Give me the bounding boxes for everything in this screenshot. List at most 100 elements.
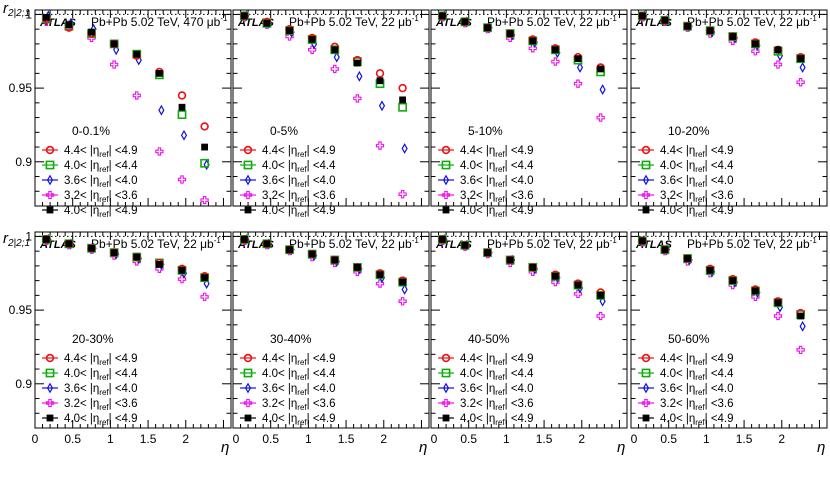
- data-point: [113, 44, 120, 56]
- data-point: [398, 190, 407, 199]
- system-label: Pb+Pb 5.02 TeV, 22 μb-1: [289, 14, 419, 29]
- data-point: [799, 62, 806, 73]
- legend-entry: 3.2< |ηref| <3.6: [240, 398, 336, 412]
- legend-marker: [45, 145, 55, 155]
- legend-marker: [45, 190, 55, 200]
- legend-entry: 4.0< |ηref| <4.9: [42, 413, 138, 427]
- system-label: Pb+Pb 5.02 TeV, 22 μb-1: [289, 236, 419, 251]
- x-tick-label: 1: [703, 432, 710, 446]
- data-point: [240, 12, 248, 20]
- legend-marker: [642, 382, 650, 394]
- legend-label: 4.4< |ηref| <4.9: [460, 353, 534, 367]
- legend-entry: 4.0< |ηref| <4.9: [638, 413, 734, 427]
- data-point: [706, 27, 714, 35]
- data-point: [506, 30, 514, 37]
- legend-entry: 4.4< |ηref| <4.9: [42, 353, 138, 367]
- data-point: [42, 235, 50, 243]
- legend-entry: 3.6< |ηref| <4.0: [240, 382, 336, 397]
- legend-label: 3.2< |ηref| <3.6: [262, 398, 336, 412]
- legend-label: 3.2< |ηref| <3.6: [660, 398, 734, 412]
- x-tick-label: 2: [182, 432, 189, 446]
- data-point: [597, 65, 605, 73]
- data-point: [401, 284, 408, 295]
- x-axis-label: η: [419, 439, 427, 456]
- legend-marker: [46, 382, 54, 394]
- data-point: [180, 129, 188, 141]
- centrality-label: 0-0.1%: [72, 124, 110, 138]
- legend-marker: [442, 174, 450, 186]
- data-point: [286, 27, 293, 35]
- data-point: [200, 122, 209, 131]
- legend-entry: 4.4< |ηref| <4.9: [638, 353, 734, 367]
- legend-label: 4.4< |ηref| <4.9: [660, 145, 734, 159]
- data-point: [597, 291, 605, 299]
- data-point: [484, 24, 491, 32]
- legend-label: 3.6< |ηref| <4.0: [262, 383, 336, 397]
- legend-label: 3.6< |ηref| <4.0: [64, 383, 138, 397]
- data-point: [331, 46, 339, 54]
- data-point: [461, 18, 469, 26]
- centrality-label: 30-40%: [270, 332, 312, 346]
- data-point: [353, 59, 361, 67]
- x-tick-label: 1.5: [736, 432, 753, 446]
- centrality-label: 0-5%: [270, 124, 298, 138]
- data-point: [177, 175, 187, 184]
- legend-marker: [244, 414, 252, 422]
- legend-marker: [441, 398, 451, 408]
- data-point: [200, 292, 209, 301]
- data-point: [796, 78, 805, 87]
- legend-label: 4.4< |ηref| <4.9: [64, 145, 138, 159]
- data-point: [333, 51, 340, 63]
- legend-marker: [243, 190, 253, 200]
- data-point: [65, 240, 73, 248]
- data-point: [599, 295, 606, 307]
- data-point: [599, 84, 606, 95]
- data-point: [551, 46, 559, 54]
- legend-marker: [642, 174, 650, 186]
- legend-marker: [45, 368, 55, 378]
- data-point: [796, 345, 805, 355]
- data-point: [133, 50, 141, 58]
- legend-label: 4.4< |ηref| <4.9: [262, 145, 336, 159]
- legend-entry: 3.2< |ηref| <3.6: [240, 190, 336, 204]
- data-point: [398, 102, 408, 112]
- y-tick-label: 1: [25, 7, 32, 21]
- data-point: [263, 240, 271, 248]
- data-point: [110, 40, 118, 48]
- data-point: [661, 246, 669, 254]
- legend-entry: 4.0< |ηref| <4.9: [240, 205, 336, 219]
- x-tick-label: 2: [380, 432, 387, 446]
- legend-marker: [442, 414, 450, 422]
- data-point: [178, 266, 186, 274]
- data-point: [399, 278, 407, 286]
- legend-entry: 4.0< |ηref| <4.4: [638, 160, 734, 174]
- data-point: [330, 64, 339, 74]
- legend-marker: [641, 368, 651, 378]
- data-point: [155, 147, 164, 156]
- data-point: [638, 237, 646, 245]
- data-point: [178, 103, 186, 111]
- centrality-label: 5-10%: [468, 124, 503, 138]
- legend-label: 3.6< |ηref| <4.0: [460, 175, 534, 189]
- centrality-label: 40-50%: [468, 332, 510, 346]
- data-point: [308, 45, 317, 54]
- legend-marker: [441, 145, 451, 155]
- centrality-label: 10-20%: [668, 124, 710, 138]
- data-point: [376, 271, 384, 279]
- legend-entry: 3.2< |ηref| <3.6: [638, 190, 734, 204]
- x-tick-label: 0: [233, 432, 240, 446]
- legend-marker: [243, 398, 253, 408]
- data-point: [375, 69, 385, 78]
- system-label: Pb+Pb 5.02 TeV, 470 μb-1: [91, 14, 228, 29]
- legend-marker: [243, 160, 253, 170]
- legend-label: 3.2< |ηref| <3.6: [460, 190, 534, 204]
- data-point: [308, 36, 316, 43]
- legend-label: 4.0< |ηref| <4.4: [64, 368, 138, 382]
- data-point: [375, 141, 385, 150]
- legend-entry: 3.6< |ηref| <4.0: [438, 382, 534, 397]
- legend-marker: [244, 206, 252, 214]
- legend-label: 3.6< |ηref| <4.0: [660, 383, 734, 397]
- data-point: [551, 272, 559, 280]
